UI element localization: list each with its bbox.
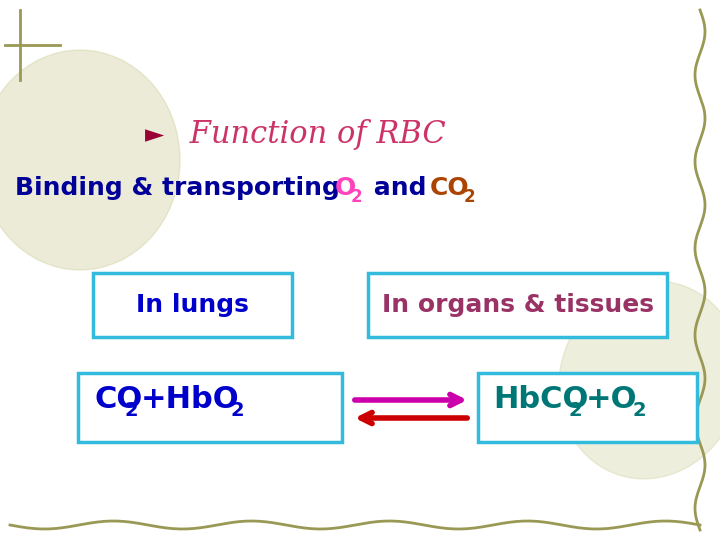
Text: 2: 2 bbox=[351, 188, 363, 206]
Text: 2: 2 bbox=[633, 401, 647, 420]
FancyBboxPatch shape bbox=[93, 273, 292, 337]
Text: +O: +O bbox=[586, 385, 637, 414]
Text: +HbO: +HbO bbox=[141, 385, 240, 414]
Text: Function of RBC: Function of RBC bbox=[180, 119, 446, 151]
Text: In organs & tissues: In organs & tissues bbox=[382, 293, 654, 317]
Text: O: O bbox=[335, 176, 356, 200]
Text: ►: ► bbox=[145, 123, 165, 147]
Text: 2: 2 bbox=[464, 188, 476, 206]
Ellipse shape bbox=[0, 50, 180, 270]
Text: 2: 2 bbox=[569, 401, 582, 420]
FancyBboxPatch shape bbox=[478, 373, 697, 442]
Text: Binding & transporting: Binding & transporting bbox=[15, 176, 348, 200]
Ellipse shape bbox=[559, 281, 720, 479]
Text: and: and bbox=[365, 176, 436, 200]
Text: HbCO: HbCO bbox=[493, 385, 588, 414]
Text: CO: CO bbox=[95, 385, 143, 414]
Text: 2: 2 bbox=[125, 401, 139, 420]
Text: 2: 2 bbox=[231, 401, 245, 420]
FancyBboxPatch shape bbox=[78, 373, 342, 442]
Text: In lungs: In lungs bbox=[136, 293, 249, 317]
Text: CO: CO bbox=[430, 176, 469, 200]
FancyBboxPatch shape bbox=[368, 273, 667, 337]
